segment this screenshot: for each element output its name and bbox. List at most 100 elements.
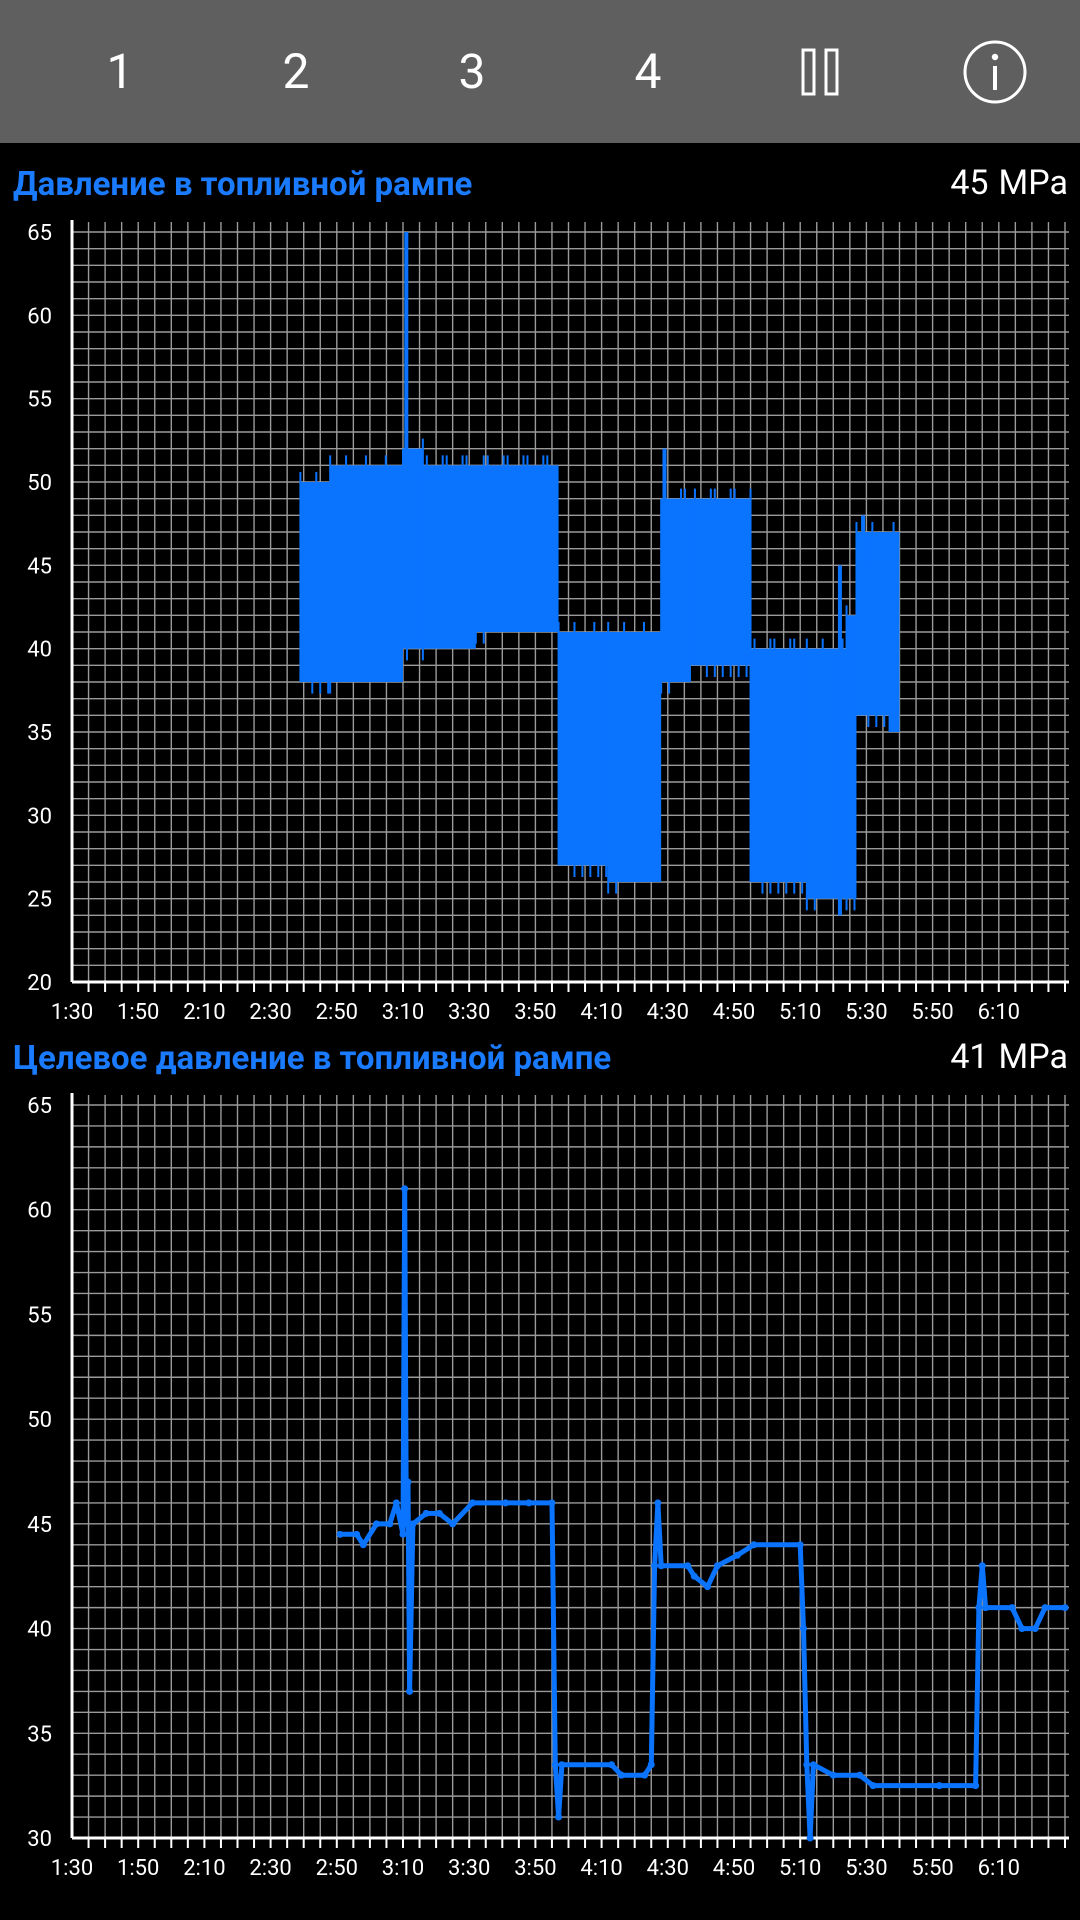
chart-1-series (299, 232, 900, 916)
chart-2-value-number: 41 (950, 1037, 989, 1077)
page-3-button[interactable]: 3 (458, 43, 486, 100)
chart-2-series (336, 1185, 1069, 1842)
chart-2-current-value: 41 MPa (940, 1037, 1068, 1077)
chart-2-x-tick-label: 2:30 (249, 1856, 291, 1881)
chart-2-y-tick-label: 30 (27, 1827, 52, 1852)
chart-2-point (404, 1478, 412, 1486)
chart-1-value-number: 45 (950, 163, 989, 203)
chart-1-y-tick-label: 65 (27, 221, 52, 246)
chart-1-current-value: 45 MPa (940, 163, 1068, 203)
chart-2-line (340, 1186, 1065, 1841)
chart-2-point (750, 1541, 758, 1549)
chart-2-point (617, 1771, 625, 1779)
chart-2-point (336, 1530, 344, 1538)
chart-2-x-tick-label: 3:10 (382, 1856, 424, 1881)
info-icon (963, 40, 1027, 103)
chart-1-y-tick-label: 55 (27, 388, 52, 413)
chart-2-x-tick-label: 3:50 (514, 1856, 556, 1881)
target-fuel-rail-pressure-chart: 30 35 40 45 50 55 60 65 1:30 1:50 2:10 2:30 2:50 3:10… (27, 1093, 1069, 1881)
chart-1-band (475, 465, 559, 632)
chart-2-y-tick-label: 55 (27, 1303, 52, 1328)
chart-2-point (422, 1509, 430, 1517)
chart-2-point (1031, 1625, 1039, 1633)
chart-2-point (690, 1572, 698, 1580)
chart-2-point (392, 1499, 400, 1507)
chart-2-x-tick-label: 6:10 (978, 1856, 1020, 1881)
chart-1-x-tick-label: 5:10 (779, 1000, 821, 1020)
page-4-button[interactable]: 4 (634, 43, 662, 100)
chart-2-x-tick-label: 1:50 (117, 1856, 159, 1881)
chart-2-point (651, 1562, 659, 1570)
chart-2-point (978, 1562, 986, 1570)
chart-2-y-tick-label: 50 (27, 1408, 52, 1433)
chart-1-x-tick-label: 2:30 (249, 1000, 291, 1020)
fuel-rail-pressure-chart: 20 25 30 35 40 45 50 55 60 65 1:30 1:50 2:10 2:30 2:50… (27, 220, 1069, 1020)
chart-2-point (1041, 1604, 1049, 1612)
chart-1-y-tick-label: 50 (27, 471, 52, 496)
chart-2-grid (72, 1095, 1069, 1839)
chart-1-x-tick-label: 3:10 (382, 1000, 424, 1020)
page-2-button[interactable]: 2 (282, 43, 310, 100)
chart-2-point (796, 1541, 804, 1549)
chart-2-x-tick-label: 4:50 (713, 1856, 755, 1881)
chart-2-point (975, 1604, 983, 1612)
chart-1-x-tick-label: 4:10 (580, 1000, 622, 1020)
chart-2-point (449, 1520, 457, 1528)
chart-2-point (558, 1761, 566, 1769)
chart-2-point (713, 1562, 721, 1570)
chart-1-y-tick-label: 35 (27, 721, 52, 746)
chart-2-point (359, 1541, 367, 1549)
chart-1-x-tick-label: 4:50 (713, 1000, 755, 1020)
chart-1-x-tick-label: 5:30 (845, 1000, 887, 1020)
chart-2-point (555, 1813, 563, 1821)
chart-2-point (654, 1499, 662, 1507)
chart-2-value-unit: MPa (998, 1037, 1068, 1077)
chart-2-point (502, 1499, 510, 1507)
chart-1-x-tick-label: 6:10 (978, 1000, 1020, 1020)
chart-1-x-tick-label: 2:50 (316, 1000, 358, 1020)
chart-2-x-tick-label: 3:30 (448, 1856, 490, 1881)
page-1-button[interactable]: 1 (106, 43, 134, 100)
chart-2-point (353, 1530, 361, 1538)
chart-1-x-tick-label: 3:50 (514, 1000, 556, 1020)
chart-2-point (373, 1520, 381, 1528)
chart-2-y-tick-label: 60 (27, 1199, 52, 1224)
chart-1-y-tick-label: 25 (27, 888, 52, 913)
chart-1-x-tick-label: 5:50 (911, 1000, 953, 1020)
chart-2-x-tick-label: 2:10 (183, 1856, 225, 1881)
chart-2-point (551, 1761, 559, 1769)
chart-2-point (869, 1782, 877, 1790)
chart-2-point (548, 1499, 556, 1507)
chart-2-point (399, 1530, 407, 1538)
chart-2-y-tick-label: 40 (27, 1618, 52, 1643)
chart-2-point (733, 1551, 741, 1559)
chart-2-point (1061, 1604, 1069, 1612)
chart-2-x-tick-label: 5:10 (779, 1856, 821, 1881)
chart-2-point (684, 1562, 692, 1570)
top-toolbar: 1 2 3 4 (0, 0, 1080, 143)
chart-2-x-tick-label: 4:30 (647, 1856, 689, 1881)
chart-2-point (525, 1499, 533, 1507)
chart-2-point (409, 1520, 417, 1528)
chart-2-point (809, 1761, 817, 1769)
chart-2-y-tick-label: 45 (27, 1513, 52, 1538)
chart-2-x-tick-label: 1:30 (51, 1856, 93, 1881)
chart-1-x-tick-label: 1:30 (51, 1000, 93, 1020)
chart-1-x-tick-label: 4:30 (647, 1000, 689, 1020)
chart-2-point (647, 1761, 655, 1769)
chart-2-point (435, 1509, 443, 1517)
chart-1-y-tick-label: 40 (27, 638, 52, 663)
chart-2-x-tick-label: 5:30 (845, 1856, 887, 1881)
info-button[interactable] (955, 0, 1035, 143)
chart-1-x-tick-label: 1:50 (117, 1000, 159, 1020)
chart-2-point (402, 1520, 410, 1528)
chart-1-y-tick-label: 45 (27, 554, 52, 579)
chart-2-y-tick-label: 35 (27, 1722, 52, 1747)
chart-1-y-tick-label: 60 (27, 304, 52, 329)
pause-button[interactable] (780, 0, 860, 143)
chart-2-point (386, 1520, 394, 1528)
chart-2-x-tick-label: 4:10 (580, 1856, 622, 1881)
chart-2-point (856, 1771, 864, 1779)
chart-1-title: Давление в топливной рампе (13, 165, 473, 204)
chart-2-point (829, 1771, 837, 1779)
